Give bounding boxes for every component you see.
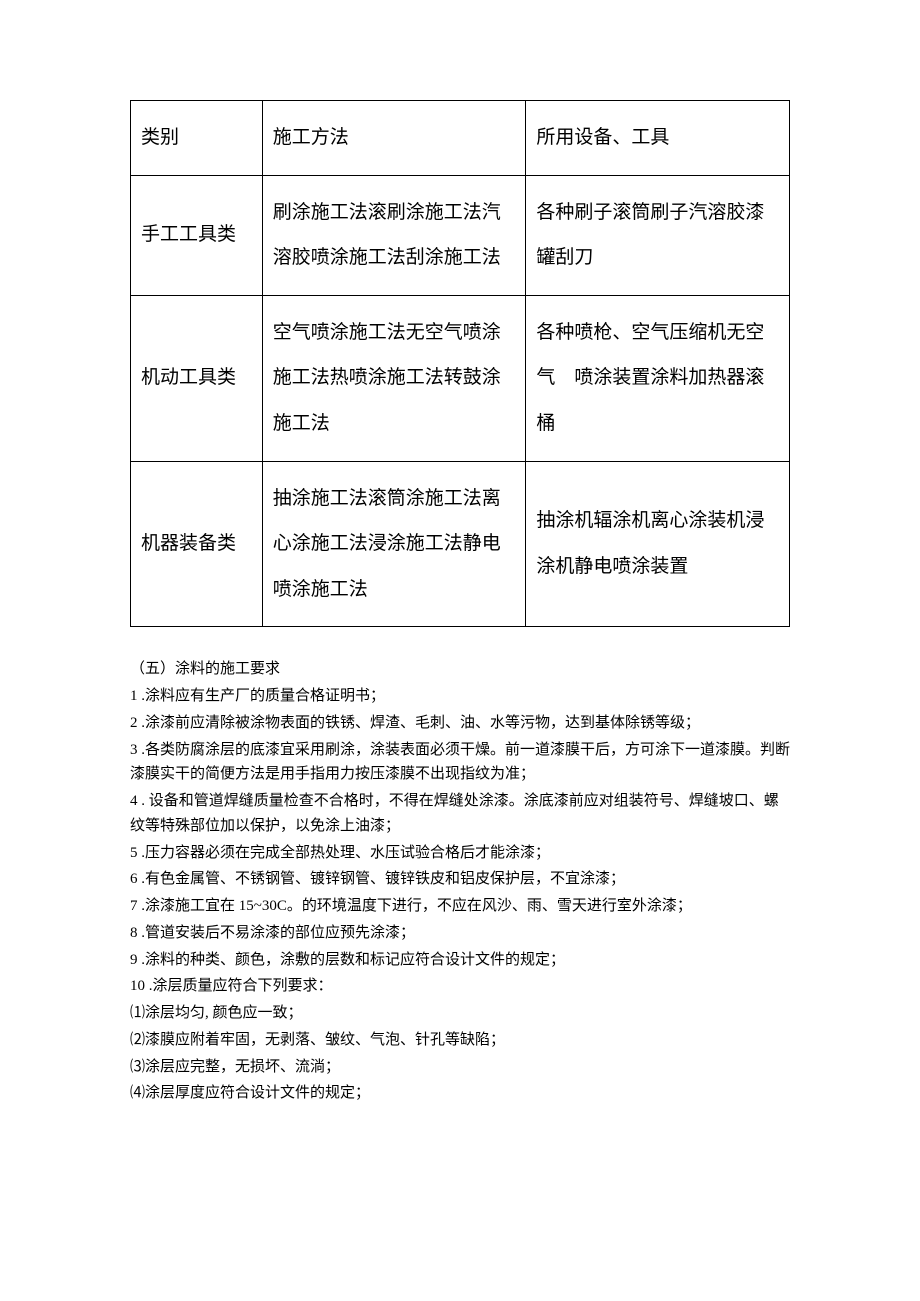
list-number: 10 (130, 974, 145, 999)
list-number: 6 (130, 867, 138, 892)
list-item: 2 .涂漆前应清除被涂物表面的铁锈、焊渣、毛刺、油、水等污物，达到基体除锈等级； (130, 711, 790, 736)
list-number: 9 (130, 948, 138, 973)
list-number: 4 (130, 789, 138, 814)
sublist-number: ⑵ (130, 1028, 145, 1053)
list-text: .涂层质量应符合下列要求： (145, 978, 333, 994)
list-item: 9 .涂料的种类、颜色，涂敷的层数和标记应符合设计文件的规定； (130, 948, 790, 973)
sublist-item: ⑴涂层均匀, 颜色应一致； (130, 1001, 790, 1026)
cell-category: 手工工具类 (131, 175, 263, 295)
table-row: 手工工具类 刷涂施工法滚刷涂施工法汽溶胶喷涂施工法刮涂施工法 各种刷子滚筒刷子汽… (131, 175, 790, 295)
cell-tool: 各种喷枪、空气压缩机无空气 喷涂装置涂料加热器滚桶 (526, 295, 790, 461)
list-number: 1 (130, 684, 138, 709)
list-text: .涂料的种类、颜色，涂敷的层数和标记应符合设计文件的规定； (138, 952, 566, 968)
cell-category: 机动工具类 (131, 295, 263, 461)
cell-method: 刷涂施工法滚刷涂施工法汽溶胶喷涂施工法刮涂施工法 (262, 175, 526, 295)
list-item: 6 .有色金属管、不锈钢管、镀锌钢管、镀锌铁皮和铝皮保护层，不宜涂漆； (130, 867, 790, 892)
cell-method: 空气喷涂施工法无空气喷涂施工法热喷涂施工法转鼓涂施工法 (262, 295, 526, 461)
list-item: 1 .涂料应有生产厂的质量合格证明书； (130, 684, 790, 709)
header-method: 施工方法 (262, 101, 526, 176)
section-title: （五）涂料的施工要求 (130, 657, 790, 682)
list-number: 2 (130, 711, 138, 736)
list-item: 10 .涂层质量应符合下列要求： (130, 974, 790, 999)
construction-methods-table: 类别 施工方法 所用设备、工具 手工工具类 刷涂施工法滚刷涂施工法汽溶胶喷涂施工… (130, 100, 790, 627)
list-item: 3 .各类防腐涂层的底漆宜采用刷涂，涂装表面必须干燥。前一道漆膜干后，方可涂下一… (130, 738, 790, 788)
list-item: 4 . 设备和管道焊缝质量检查不合格时，不得在焊缝处涂漆。涂底漆前应对组装符号、… (130, 789, 790, 839)
cell-category: 机器装备类 (131, 461, 263, 627)
list-text: .压力容器必须在完成全部热处理、水压试验合格后才能涂漆； (138, 845, 551, 861)
header-category: 类别 (131, 101, 263, 176)
cell-method: 抽涂施工法滚筒涂施工法离心涂施工法浸涂施工法静电喷涂施工法 (262, 461, 526, 627)
sublist-item: ⑵漆膜应附着牢固，无剥落、皱纹、气泡、针孔等缺陷； (130, 1028, 790, 1053)
list-item: 5 .压力容器必须在完成全部热处理、水压试验合格后才能涂漆； (130, 841, 790, 866)
header-tool: 所用设备、工具 (526, 101, 790, 176)
list-text: .管道安装后不易涂漆的部位应预先涂漆； (138, 925, 416, 941)
list-text: .涂漆施工宜在 15~30C。的环境温度下进行，不应在风沙、雨、雪天进行室外涂漆… (138, 898, 692, 914)
list-text: .涂漆前应清除被涂物表面的铁锈、焊渣、毛刺、油、水等污物，达到基体除锈等级； (138, 715, 701, 731)
table-header-row: 类别 施工方法 所用设备、工具 (131, 101, 790, 176)
list-number: 5 (130, 841, 138, 866)
list-item: 7 .涂漆施工宜在 15~30C。的环境温度下进行，不应在风沙、雨、雪天进行室外… (130, 894, 790, 919)
list-text: .各类防腐涂层的底漆宜采用刷涂，涂装表面必须干燥。前一道漆膜干后，方可涂下一道漆… (130, 742, 790, 783)
list-number: 3 (130, 738, 138, 763)
sublist-item: ⑶涂层应完整，无损坏、流淌； (130, 1055, 790, 1080)
list-text: . 设备和管道焊缝质量检查不合格时，不得在焊缝处涂漆。涂底漆前应对组装符号、焊缝… (130, 793, 779, 834)
sublist-text: 漆膜应附着牢固，无剥落、皱纹、气泡、针孔等缺陷； (145, 1032, 505, 1048)
sublist-item: ⑷涂层厚度应符合设计文件的规定； (130, 1081, 790, 1106)
table-row: 机器装备类 抽涂施工法滚筒涂施工法离心涂施工法浸涂施工法静电喷涂施工法 抽涂机辐… (131, 461, 790, 627)
sublist-text: 涂层应完整，无损坏、流淌； (145, 1059, 340, 1075)
cell-tool: 各种刷子滚筒刷子汽溶胶漆罐刮刀 (526, 175, 790, 295)
sublist-number: ⑴ (130, 1001, 145, 1026)
list-number: 8 (130, 921, 138, 946)
list-text: .有色金属管、不锈钢管、镀锌钢管、镀锌铁皮和铝皮保护层，不宜涂漆； (138, 871, 626, 887)
list-number: 7 (130, 894, 138, 919)
list-text: .涂料应有生产厂的质量合格证明书； (138, 688, 386, 704)
sublist-text: 涂层均匀, 颜色应一致； (145, 1005, 303, 1021)
sublist-number: ⑶ (130, 1055, 145, 1080)
table-row: 机动工具类 空气喷涂施工法无空气喷涂施工法热喷涂施工法转鼓涂施工法 各种喷枪、空… (131, 295, 790, 461)
cell-tool: 抽涂机辐涂机离心涂装机浸涂机静电喷涂装置 (526, 461, 790, 627)
list-item: 8 .管道安装后不易涂漆的部位应预先涂漆； (130, 921, 790, 946)
sublist-text: 涂层厚度应符合设计文件的规定； (145, 1085, 370, 1101)
sublist-number: ⑷ (130, 1081, 145, 1106)
